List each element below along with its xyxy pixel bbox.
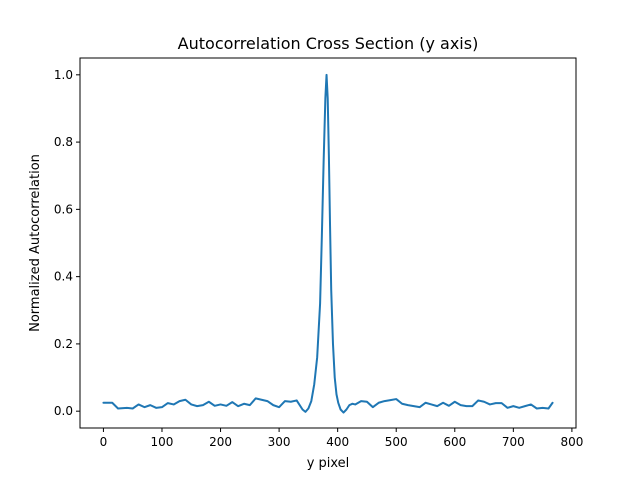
x-tick-label: 300 <box>268 435 291 449</box>
series-layer <box>102 73 554 414</box>
y-tick-label: 0.2 <box>54 337 73 351</box>
x-tick-label: 200 <box>209 435 232 449</box>
x-tick-label: 100 <box>151 435 174 449</box>
x-tick-label: 500 <box>385 435 408 449</box>
y-tick-label: 0.6 <box>54 202 73 216</box>
x-axis-label: y pixel <box>307 456 350 471</box>
x-tick-label: 700 <box>502 435 525 449</box>
y-tick-label: 1.0 <box>54 68 73 82</box>
y-tick-label: 0.8 <box>54 135 73 149</box>
y-axis-label: Normalized Autocorrelation <box>28 154 43 332</box>
plot-frame <box>79 57 577 429</box>
y-axis: 0.0 0.2 0.4 0.6 0.8 1.0 <box>54 68 80 418</box>
y-tick-label: 0.0 <box>54 404 73 418</box>
x-tick-label: 400 <box>326 435 349 449</box>
x-tick-label: 600 <box>443 435 466 449</box>
series-line <box>102 73 554 414</box>
plot-area <box>79 57 577 429</box>
x-tick-label: 800 <box>560 435 583 449</box>
x-axis: 0 100 200 300 400 500 600 700 800 <box>100 428 583 449</box>
x-tick-label: 0 <box>100 435 108 449</box>
y-tick-label: 0.4 <box>54 270 73 284</box>
chart-title: Autocorrelation Cross Section (y axis) <box>178 34 479 53</box>
